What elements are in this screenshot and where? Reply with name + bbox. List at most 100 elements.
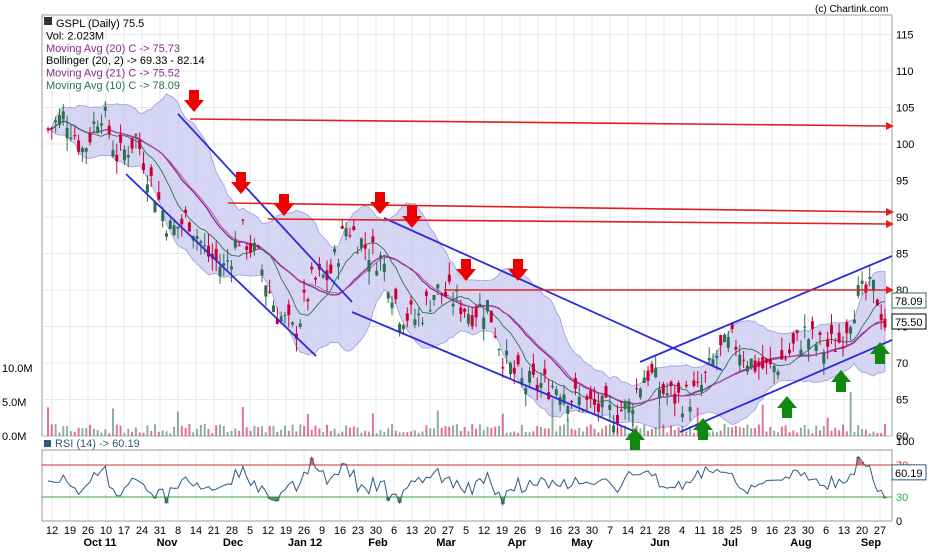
day-tick-label: 10 [100, 525, 112, 537]
volume-bar [750, 428, 753, 436]
volume-bar [356, 427, 359, 436]
volume-bar [360, 432, 363, 436]
volume-bar [639, 428, 642, 436]
volume-bar [868, 433, 871, 436]
candle-body [463, 308, 467, 312]
volume-bar [306, 414, 309, 436]
volume-bar [154, 424, 156, 436]
candle-body [329, 264, 333, 274]
candle-body [692, 380, 696, 386]
candle-body [394, 288, 398, 300]
volume-bar [647, 430, 649, 436]
volume-bar [436, 410, 439, 436]
volume-bar [513, 431, 516, 436]
candle-body [833, 351, 837, 352]
candle-body [642, 377, 646, 383]
rsi-tick-label: 0 [896, 516, 902, 528]
candle-body [237, 245, 241, 247]
candle-body [363, 244, 367, 249]
day-tick-label: 12 [262, 525, 274, 537]
candle-body [650, 363, 654, 373]
volume-bar [169, 433, 172, 436]
rsi-line [47, 455, 886, 507]
up-arrow-icon [831, 370, 851, 392]
candle-body [451, 303, 455, 307]
day-tick-label: 28 [226, 525, 238, 537]
candle-body [46, 128, 50, 130]
candle-body [187, 222, 191, 232]
candle-body [214, 248, 218, 261]
candle-body [287, 304, 291, 316]
volume-bar [391, 424, 393, 436]
volume-bar [280, 429, 283, 436]
resistance-line [227, 202, 889, 213]
candle-body [753, 360, 757, 372]
candle-body [107, 125, 111, 134]
volume-bar [112, 408, 114, 436]
candle-body [788, 349, 791, 354]
candle-body [321, 274, 325, 278]
candle-body [88, 133, 92, 143]
up-arrow-icon [777, 396, 797, 418]
volume-bar [66, 426, 69, 436]
volume-bar [394, 430, 397, 436]
candle-body [635, 388, 639, 390]
volume-bar [108, 433, 111, 436]
volume-bar [627, 433, 630, 436]
up-arrow-icon [693, 418, 713, 440]
candle-body [245, 246, 249, 250]
volume-bar [585, 426, 588, 436]
volume-bar [563, 424, 565, 436]
volume-bar [89, 424, 91, 436]
day-tick-label: 16 [334, 525, 346, 537]
candle-body [77, 140, 81, 152]
day-tick-label: 19 [496, 525, 508, 537]
day-tick-label: 9 [319, 525, 325, 537]
candle-body [852, 319, 856, 324]
candle-body [119, 134, 123, 143]
volume-bar [658, 407, 661, 436]
up-arrow-icon [625, 428, 645, 450]
day-tick-label: 27 [874, 525, 886, 537]
candle-body [96, 126, 100, 133]
ticker-icon [44, 17, 52, 25]
volume-bar [314, 425, 317, 436]
candle-body [841, 346, 845, 349]
candle-body [92, 121, 96, 124]
candle-body [489, 310, 493, 323]
resistance-arrowhead [886, 208, 894, 216]
candle-body [745, 365, 749, 372]
candle-body [165, 233, 168, 237]
down-arrow-icon [231, 172, 251, 194]
volume-bar [731, 427, 734, 436]
volume-bar [345, 425, 348, 436]
day-tick-label: 26 [298, 525, 310, 537]
price-tick-label: 100 [896, 139, 914, 151]
candle-body [478, 303, 482, 307]
volume-bar [501, 413, 504, 436]
volume-bar [543, 428, 546, 436]
day-tick-label: 13 [838, 525, 850, 537]
candle-body [719, 335, 723, 346]
volume-bar [712, 431, 714, 436]
candle-body [103, 106, 107, 111]
candle-body [612, 425, 616, 433]
candle-body [765, 358, 768, 363]
candle-body [738, 354, 742, 366]
candle-body [73, 135, 77, 137]
candle-body [486, 300, 489, 312]
volume-bar [348, 427, 351, 436]
candle-body [80, 148, 84, 153]
volume-bar [188, 424, 191, 436]
rsi-overbought [309, 457, 314, 465]
volume-bar [520, 424, 523, 436]
volume-bar [792, 430, 795, 436]
volume-bar [429, 428, 432, 436]
candle-body [401, 325, 405, 330]
candle-body [291, 322, 295, 325]
volume-tick-label: 10.0M [2, 363, 33, 375]
rsi-overbought [856, 456, 861, 465]
volume-bar [215, 425, 218, 436]
candle-body [275, 318, 279, 324]
